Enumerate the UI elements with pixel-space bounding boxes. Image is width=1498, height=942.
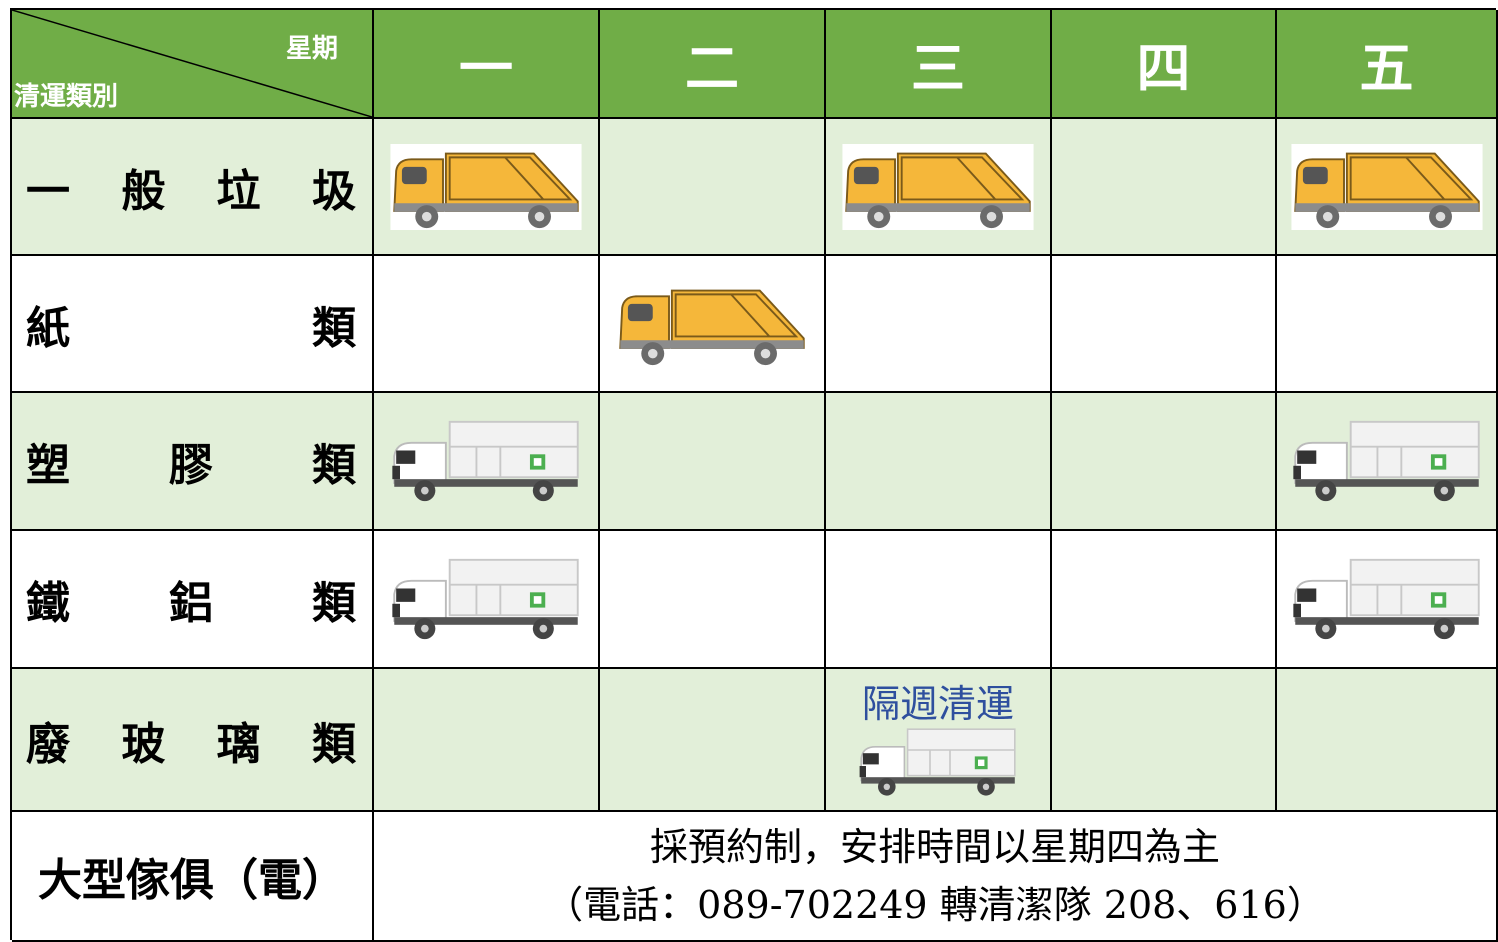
label-char: 類 <box>312 302 356 354</box>
label-char: 鋁 <box>169 578 213 629</box>
label-char: 紙 <box>26 302 70 354</box>
footer-line: （電話：089-702249 轉清潔隊 208、616） <box>545 883 1325 927</box>
row-label: 鐵鋁類 <box>12 531 374 669</box>
corner-cell: 星期 清運類別 <box>12 10 374 119</box>
cell <box>1277 256 1498 393</box>
cell <box>826 531 1052 669</box>
row-label: 紙類 <box>12 256 374 393</box>
label-char: 塑 <box>26 440 70 491</box>
label-char: 一 <box>26 165 70 217</box>
cell <box>374 669 600 812</box>
cell <box>600 531 826 669</box>
row-label: 塑膠類 <box>12 393 374 531</box>
cell <box>1277 669 1498 812</box>
label-char: 般 <box>121 165 166 217</box>
corner-top: 星期 <box>285 34 338 64</box>
garbage-truck <box>614 281 810 367</box>
garbage-truck <box>388 144 584 230</box>
cell <box>826 119 1052 256</box>
cell <box>374 256 600 393</box>
label-char: 玻 <box>121 718 166 770</box>
corner-bottom: 清運類別 <box>14 82 119 112</box>
schedule-table: 星期 清運類別 一 二 三 四 五 一般垃圾 紙類 塑膠類 鐵鋁類 廢玻璃類 隔… <box>10 8 1498 942</box>
cell <box>374 531 600 669</box>
cell: 隔週清運 <box>826 669 1052 812</box>
recycle-truck <box>1289 556 1485 642</box>
label-char: 璃 <box>216 718 261 770</box>
row-label: 廢玻璃類 <box>12 669 374 812</box>
cell <box>1277 119 1498 256</box>
cell <box>826 393 1052 531</box>
day: 三 <box>826 10 1052 119</box>
recycle-truck <box>388 418 584 504</box>
cell <box>600 393 826 531</box>
cell <box>1052 119 1277 256</box>
label-char: 鐵 <box>26 578 70 629</box>
day: 一 <box>374 10 600 119</box>
day: 四 <box>1052 10 1277 119</box>
footer-line: 採預約制，安排時間以星期四為主 <box>649 825 1220 869</box>
footer-label: 大型傢俱（電） <box>12 812 374 942</box>
cell <box>1277 393 1498 531</box>
garbage-truck <box>1289 144 1485 230</box>
label-char: 圾 <box>311 165 356 217</box>
cell <box>600 669 826 812</box>
cell <box>1052 393 1277 531</box>
footer-note: 採預約制，安排時間以星期四為主 （電話：089-702249 轉清潔隊 208、… <box>374 812 1498 942</box>
label-char: 膠 <box>169 440 213 491</box>
label-char: 垃 <box>216 165 261 217</box>
recycle-truck <box>388 556 584 642</box>
label-char: 類 <box>312 578 356 629</box>
diagonal <box>12 10 372 117</box>
cell-note: 隔週清運 <box>861 681 1014 726</box>
cell <box>826 256 1052 393</box>
row-label: 一般垃圾 <box>12 119 374 256</box>
cell <box>600 119 826 256</box>
cell <box>1052 669 1277 812</box>
cell <box>374 393 600 531</box>
cell <box>1052 531 1277 669</box>
day: 五 <box>1277 10 1498 119</box>
recycle-truck <box>1289 418 1485 504</box>
recycle-truck <box>858 726 1018 798</box>
cell <box>600 256 826 393</box>
garbage-truck <box>840 144 1036 230</box>
label-char: 類 <box>312 440 356 491</box>
cell <box>1052 256 1277 393</box>
cell <box>1277 531 1498 669</box>
cell <box>374 119 600 256</box>
label-char: 廢 <box>26 718 70 770</box>
label-char: 類 <box>311 718 356 770</box>
day: 二 <box>600 10 826 119</box>
